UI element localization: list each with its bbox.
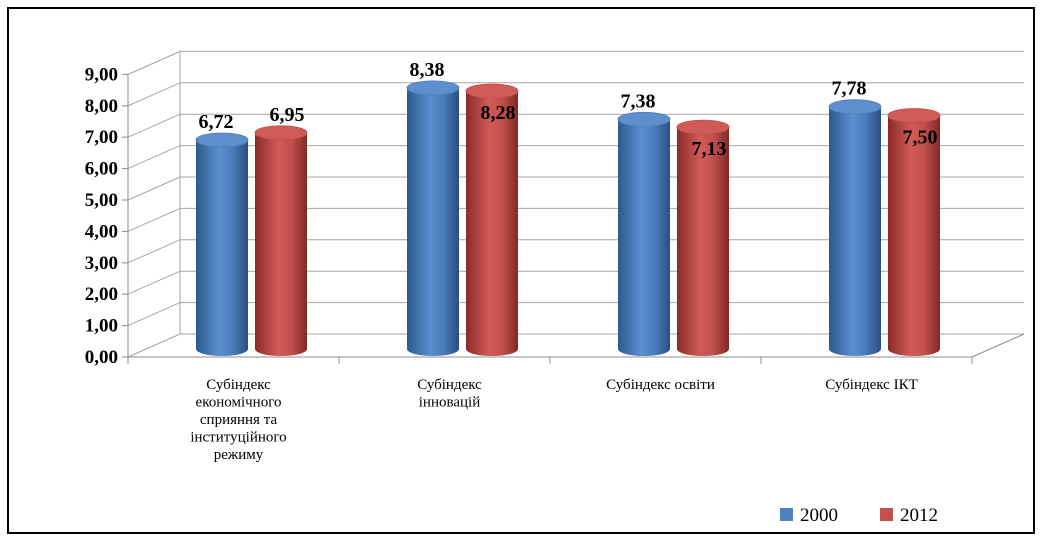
- bar-top: [617, 111, 671, 127]
- gridline-diagonal: [127, 302, 181, 327]
- category-label: Субіндекс освіти: [606, 377, 715, 393]
- bar-top: [406, 80, 460, 96]
- y-tick-label: 2,00: [85, 284, 118, 305]
- gridline-diagonal: [127, 333, 181, 358]
- y-tick-label: 1,00: [85, 316, 118, 337]
- legend-label-2012: 2012: [900, 505, 938, 526]
- category-label: режиму: [214, 447, 264, 463]
- data-label: 8,38: [410, 59, 445, 81]
- bar-2012-0: [254, 125, 308, 356]
- category-label: Субіндекс ІКТ: [825, 377, 918, 393]
- data-label: 6,95: [270, 104, 305, 126]
- legend-swatch-2012: [880, 508, 893, 521]
- bar-2000-2: [617, 111, 671, 356]
- y-tick-label: 9,00: [85, 64, 118, 85]
- bar-top: [254, 125, 308, 141]
- data-label: 7,78: [832, 78, 867, 100]
- data-label: 7,50: [903, 127, 938, 149]
- bar-2012-2: [676, 119, 730, 356]
- gridline-diagonal: [127, 82, 181, 107]
- category-label: економічного: [196, 395, 282, 411]
- category-label: сприяння та: [200, 412, 278, 428]
- y-tick-label: 8,00: [85, 96, 118, 117]
- bar-2000-3: [828, 99, 882, 356]
- bar-body: [407, 87, 459, 357]
- floor-right-edge: [971, 333, 1025, 358]
- data-label: 7,38: [621, 90, 656, 112]
- gridline-diagonal: [127, 113, 181, 138]
- bar-top: [465, 83, 519, 99]
- y-tick-label: 6,00: [85, 159, 118, 180]
- labels-layer: 0,00 1,00 2,00 3,00 4,00 5,00 6,00 7,00 8,00 9,00…: [85, 59, 938, 463]
- bar-2012-3: [887, 108, 941, 356]
- legend-swatch-2000: [780, 508, 793, 521]
- bar-2012-1: [465, 83, 519, 357]
- bar-body: [888, 115, 940, 356]
- bar-body: [255, 132, 307, 356]
- y-tick-label: 0,00: [85, 347, 118, 368]
- gridline-diagonal: [127, 176, 181, 201]
- category-label: Субіндекс: [417, 377, 482, 393]
- gridline-diagonal: [127, 239, 181, 264]
- gridline-diagonal: [127, 145, 181, 170]
- data-label: 8,28: [481, 102, 516, 124]
- bar-top: [887, 108, 941, 123]
- data-label: 6,72: [199, 111, 234, 133]
- bar-2000-0: [195, 132, 249, 356]
- bar-top: [195, 132, 249, 148]
- bar-body: [618, 119, 670, 356]
- bar-body: [677, 127, 729, 356]
- bar-body: [196, 139, 248, 356]
- y-tick-label: 7,00: [85, 127, 118, 148]
- legend: 2000 2012: [780, 505, 938, 526]
- y-tick-label: 3,00: [85, 253, 118, 274]
- y-tick-label: 5,00: [85, 190, 118, 211]
- bar-body: [829, 106, 881, 356]
- data-label: 7,13: [692, 138, 727, 160]
- y-tick-label: 4,00: [85, 221, 118, 242]
- gridline-diagonal: [127, 270, 181, 295]
- bar-body: [466, 91, 518, 357]
- legend-label-2000: 2000: [800, 505, 838, 526]
- bar-2000-1: [406, 80, 460, 357]
- bar-top: [828, 99, 882, 115]
- gridline-top-diagonal: [127, 50, 181, 75]
- bars-layer: [195, 80, 941, 357]
- grid-layer: [122, 50, 1025, 364]
- bar-top: [676, 119, 730, 135]
- category-label: інновацій: [419, 395, 481, 411]
- category-label: інституційного: [190, 430, 286, 446]
- category-label: Субіндекс: [206, 377, 271, 393]
- gridline-diagonal: [127, 207, 181, 232]
